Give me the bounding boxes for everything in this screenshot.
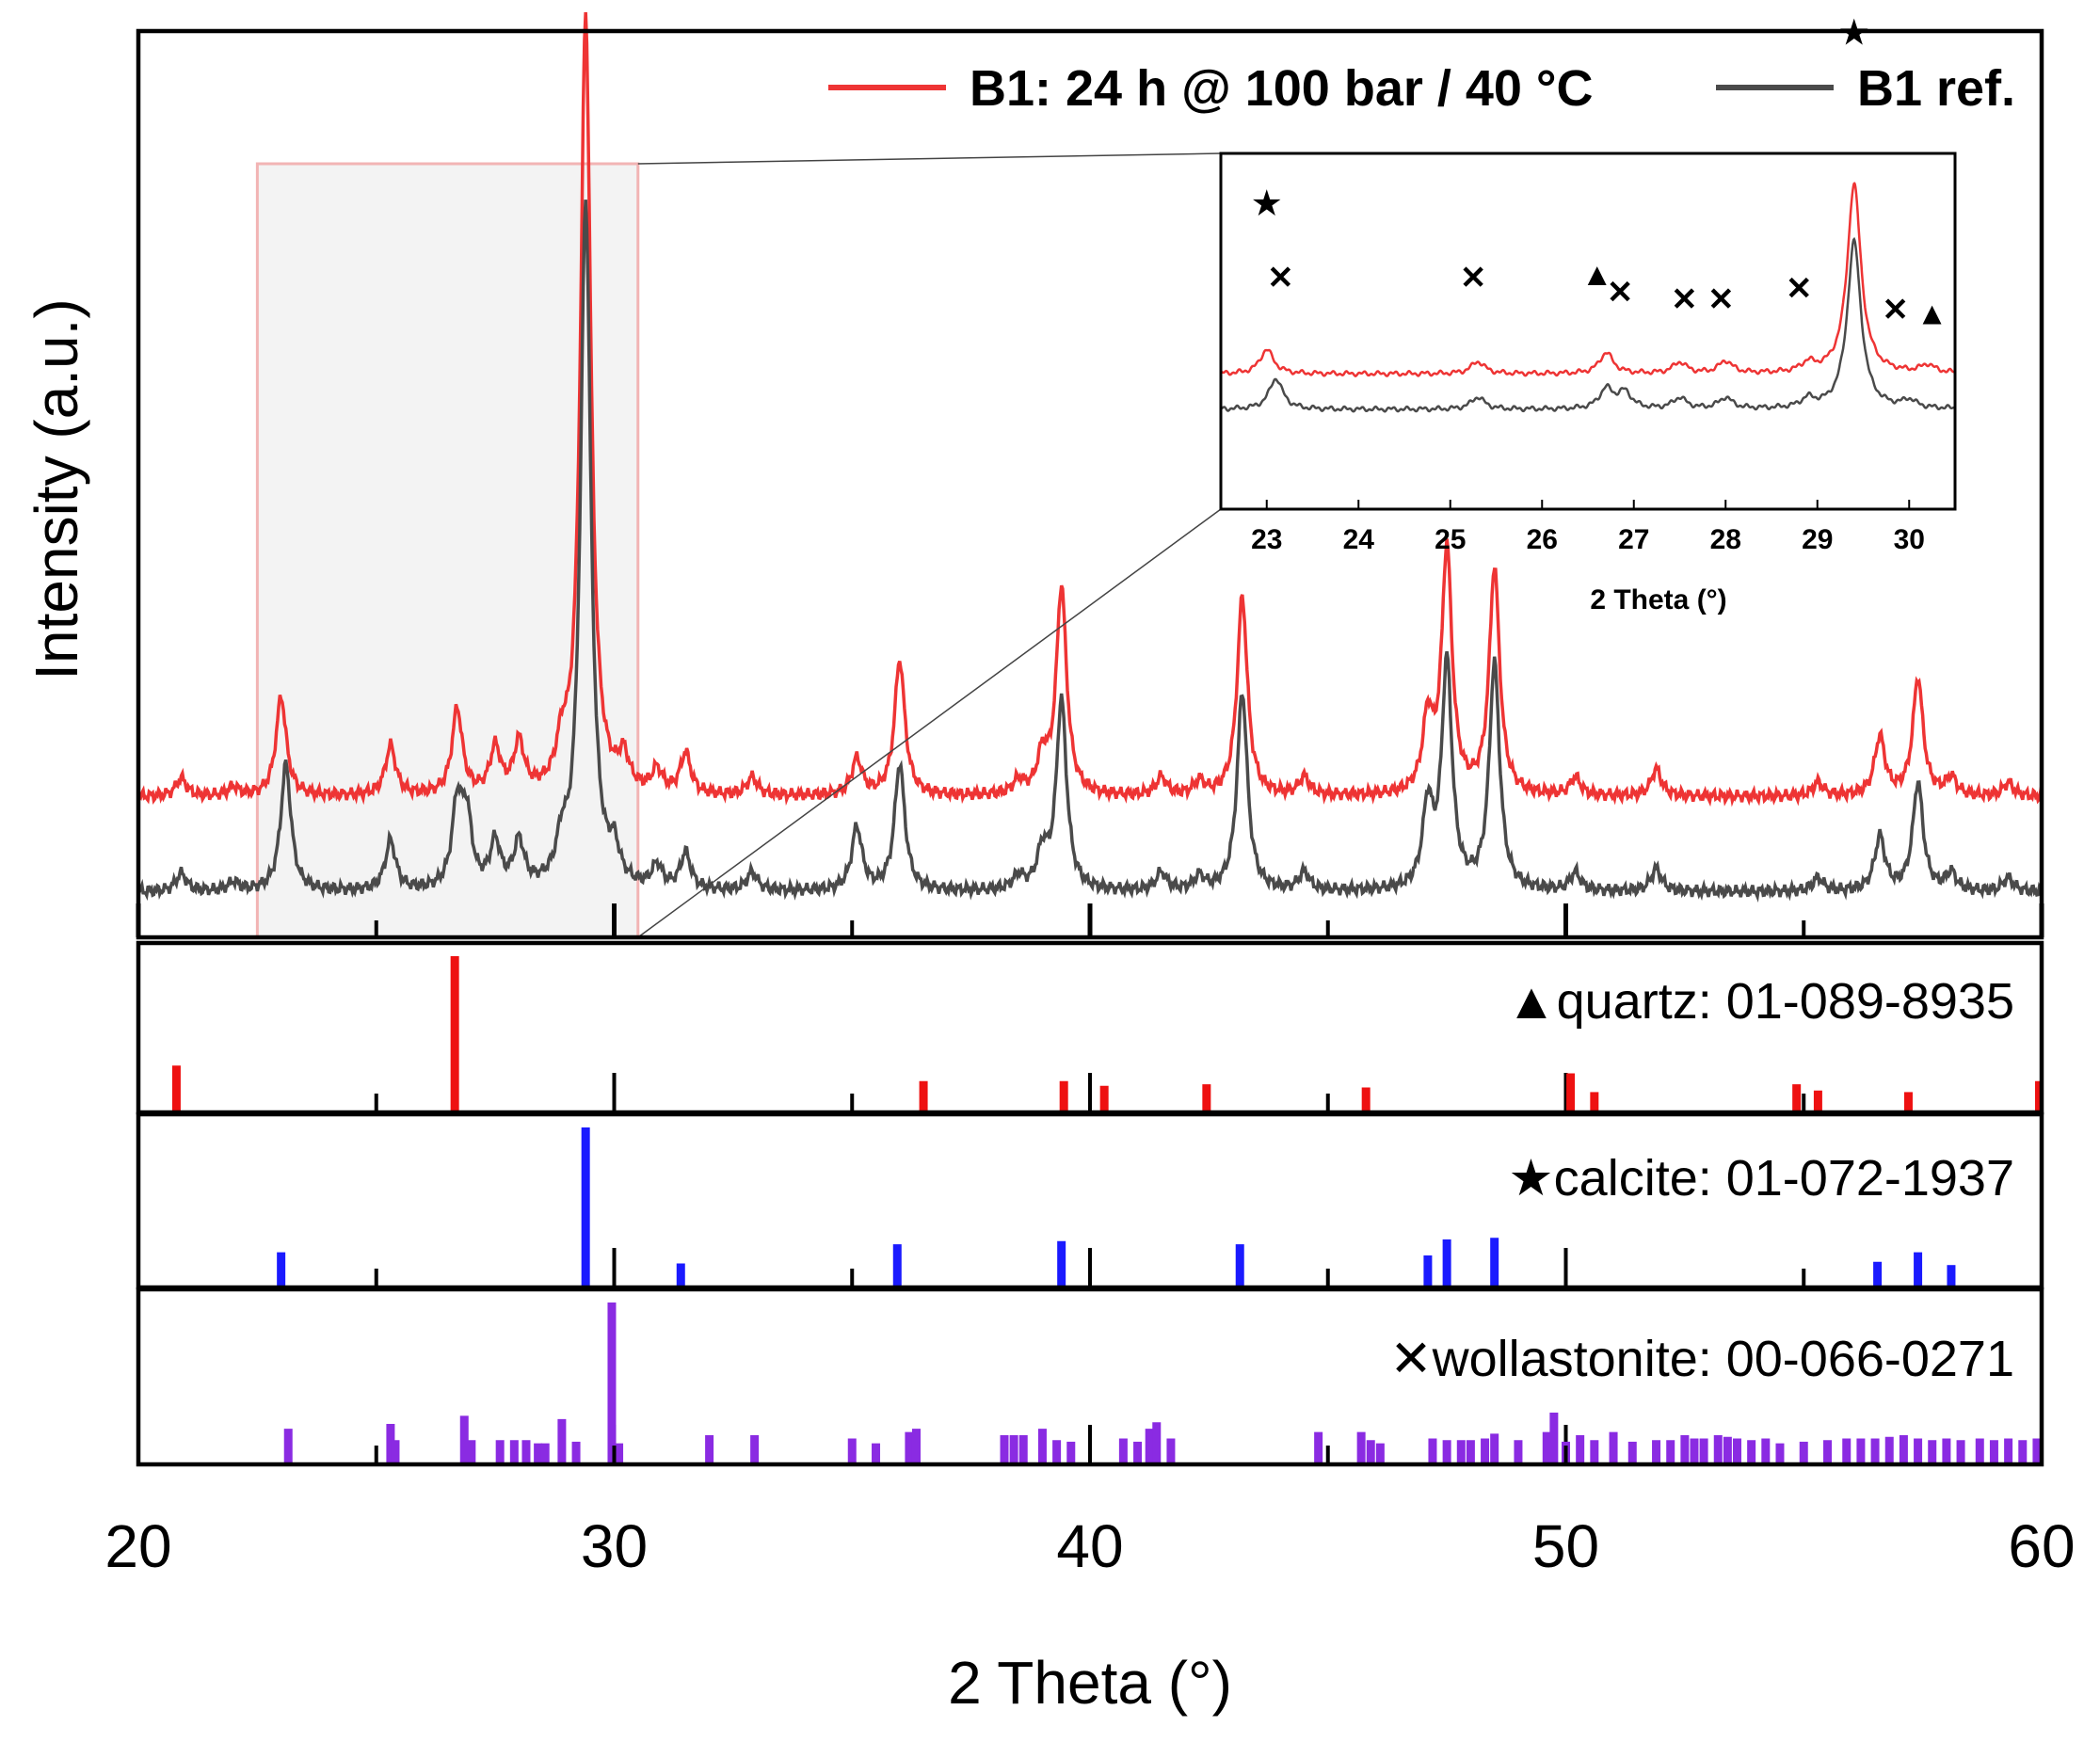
inset-phase-marker: ✕ [1882, 293, 1909, 328]
inset-phase-marker: ✕ [1707, 281, 1735, 317]
x-tick-label-40: 40 [1056, 1512, 1123, 1580]
y-axis-label: Intensity (a.u.) [23, 298, 90, 680]
reference-label-0: ▲quartz: 01-089-8935 [1506, 973, 2014, 1030]
x-tick-label-20: 20 [104, 1512, 171, 1580]
inset-tick-label-23: 23 [1251, 524, 1282, 555]
inset-phase-marker: ▲ [1916, 296, 1948, 331]
inset-series-line-1 [1220, 236, 1956, 413]
inset-x-axis-label: 2 Theta (°) [1590, 584, 1726, 615]
inset-tick-label-28: 28 [1710, 524, 1741, 555]
inset-tick-label-25: 25 [1435, 524, 1466, 555]
inset-x-axis: 23 24 25 26 27 28 29 30 [1251, 500, 1925, 555]
legend: B1: 24 h @ 100 bar / 40 °C B1 ref. [828, 60, 2015, 117]
x-tick-label-50: 50 [1532, 1512, 1599, 1580]
main-series-group [136, 12, 2044, 903]
connector-line-top [637, 152, 1222, 165]
x-axis: 20 30 40 50 60 [104, 903, 2076, 1580]
zoom-connector-lines [637, 152, 1222, 938]
inset-phase-marker: ✕ [1267, 261, 1294, 296]
zoom-highlight-region [255, 162, 640, 939]
connector-line-bottom [637, 508, 1222, 938]
inset-phase-markers: ★✕ ✕ ▲✕ ✕ ✕ ✕★✕ ▲ [1253, 15, 1948, 332]
inset-series-group [1220, 182, 1956, 413]
zoom-region-box [255, 162, 640, 939]
inset-phase-marker: ✕ [1460, 261, 1487, 296]
series-line-0 [136, 12, 2044, 807]
inset-phase-marker: ✕ [1786, 271, 1813, 307]
reference-panels: ▲quartz: 01-089-8935 ★calcite: 01-072-193… [171, 956, 2044, 1464]
inset-phase-marker: ★ [1253, 185, 1281, 221]
x-axis-label: 2 Theta (°) [948, 1649, 1232, 1717]
inset-series-line-0 [1220, 182, 1956, 377]
reference-panel-1: ★calcite: 01-072-1937 [277, 1127, 2014, 1287]
inset-zoom-plot: ★✕ ✕ ▲✕ ✕ ✕ ✕★✕ ▲ 23 24 25 26 27 28 29 30 2 Theta (°) [1219, 15, 1957, 615]
inset-tick-label-27: 27 [1618, 524, 1649, 555]
inset-phase-marker: ✕ [1671, 281, 1698, 317]
inset-phase-marker: ★ [1840, 15, 1868, 51]
legend-label-treated: B1: 24 h @ 100 bar / 40 °C [970, 60, 1594, 117]
reference-label-2: ✕wollastonite: 00-066-0271 [1389, 1331, 2014, 1387]
reference-panel-0: ▲quartz: 01-089-8935 [171, 956, 2044, 1112]
x-tick-label-30: 30 [581, 1512, 648, 1580]
inset-background [1221, 153, 1955, 509]
series-line-1 [137, 200, 2044, 903]
reference-panel-2: ✕wollastonite: 00-066-0271 [283, 1303, 2042, 1464]
legend-label-ref: B1 ref. [1857, 60, 2015, 117]
x-tick-label-60: 60 [2008, 1512, 2075, 1580]
inset-frame [1219, 152, 1957, 511]
inset-tick-label-26: 26 [1527, 524, 1558, 555]
inset-phase-marker: ✕ [1607, 275, 1634, 311]
reference-label-1: ★calcite: 01-072-1937 [1508, 1150, 2014, 1207]
inset-tick-label-29: 29 [1802, 524, 1833, 555]
inset-tick-label-30: 30 [1894, 524, 1925, 555]
inset-tick-label-24: 24 [1343, 524, 1375, 555]
inset-phase-marker: ▲ [1581, 257, 1613, 293]
